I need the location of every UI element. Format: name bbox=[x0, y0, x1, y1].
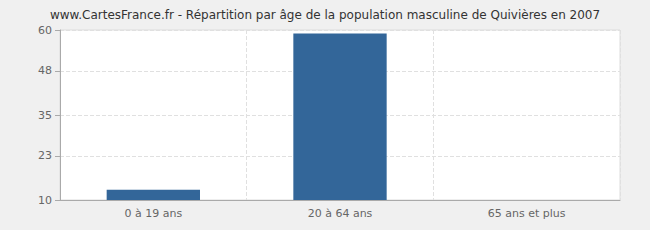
svg-text:60: 60 bbox=[38, 24, 52, 37]
svg-text:www.CartesFrance.fr - Répartit: www.CartesFrance.fr - Répartition par âg… bbox=[50, 8, 600, 22]
svg-text:65 ans et plus: 65 ans et plus bbox=[488, 207, 566, 220]
svg-text:35: 35 bbox=[38, 109, 52, 122]
svg-text:20 à 64 ans: 20 à 64 ans bbox=[308, 207, 373, 220]
svg-text:0 à 19 ans: 0 à 19 ans bbox=[124, 207, 182, 220]
svg-text:10: 10 bbox=[38, 194, 52, 207]
svg-text:48: 48 bbox=[38, 64, 52, 77]
svg-text:23: 23 bbox=[38, 149, 52, 162]
